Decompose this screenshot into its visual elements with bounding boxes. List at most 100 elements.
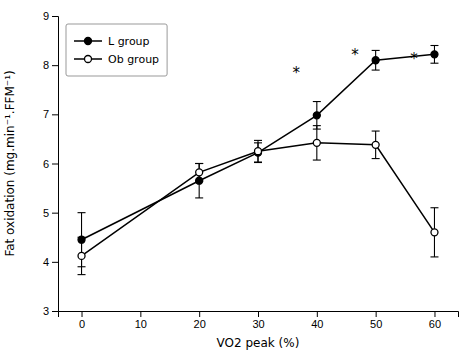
data-point	[255, 148, 262, 155]
x-axis-title: VO2 peak (%)	[217, 336, 300, 350]
error-bar	[430, 46, 438, 64]
x-tick: 20	[194, 311, 206, 330]
error-bar-cap	[313, 125, 321, 126]
legend-box	[66, 24, 167, 76]
y-tick-mark	[52, 65, 58, 66]
error-bar-cap	[372, 131, 380, 132]
error-bar-cap	[195, 163, 203, 164]
x-tick-label: 40	[311, 318, 323, 330]
data-point	[431, 229, 438, 236]
x-tick-label: 0	[79, 318, 85, 330]
error-bar-cap	[78, 237, 86, 238]
error-bar	[372, 50, 380, 70]
y-tick-mark	[52, 16, 58, 17]
y-tick-label: 4	[43, 256, 49, 268]
series	[78, 46, 439, 267]
error-bar-cap	[78, 212, 86, 213]
error-bar-cap	[195, 163, 203, 164]
legend-item: Ob group	[74, 53, 159, 66]
error-bar-cap	[195, 197, 203, 198]
data-point	[372, 141, 379, 148]
x-tick-label: 10	[135, 318, 147, 330]
x-tick-mark	[258, 311, 259, 317]
series-line	[82, 54, 435, 239]
data-point	[313, 139, 320, 146]
y-tick-mark	[52, 213, 58, 214]
annotation: *	[410, 50, 418, 68]
error-bar-cap	[430, 45, 438, 46]
y-axis-title: Fat oxidation (mg.min⁻¹.FFM⁻¹)	[3, 70, 17, 256]
x-tick: 0	[79, 311, 85, 330]
x-tick-mark	[317, 311, 318, 317]
error-bar	[195, 164, 203, 182]
legend-label: Ob group	[108, 53, 159, 66]
error-bar-cap	[372, 158, 380, 159]
error-bar-cap	[430, 63, 438, 64]
y-tick: 3	[43, 305, 58, 317]
error-bar-cap	[430, 256, 438, 257]
legend-label: L group	[108, 35, 150, 48]
y-tick-mark	[52, 164, 58, 165]
data-point	[431, 51, 438, 58]
marks	[78, 46, 439, 275]
y-tick: 9	[43, 10, 58, 22]
x-tick-mark	[140, 311, 141, 317]
x-tick-label: 20	[194, 318, 206, 330]
error-bar-cap	[254, 161, 262, 162]
error-bar-cap	[372, 70, 380, 71]
error-bar-cap	[372, 50, 380, 51]
y-tick: 5	[43, 207, 58, 219]
error-bar-cap	[313, 101, 321, 102]
y-axis: 3 4 5 6 7 8 9	[43, 10, 59, 317]
x-tick: 50	[370, 311, 382, 330]
x-axis: 0 10 20 30 40 50 60	[59, 311, 459, 330]
x-tick-label: 50	[370, 318, 382, 330]
chart: 0 10 20 30 40 50 60 3 4 5 6 7 8 9 * * * L group Ob group VO…	[0, 0, 474, 357]
x-tick: 40	[311, 311, 323, 330]
y-tick: 7	[43, 108, 58, 120]
error-bar	[430, 208, 438, 257]
x-tick: 10	[135, 311, 147, 330]
x-tick: 60	[429, 311, 441, 330]
error-bar	[78, 237, 86, 274]
x-tick-mark	[376, 311, 377, 317]
data-point	[78, 252, 85, 259]
y-tick-label: 9	[43, 10, 49, 22]
y-tick-label: 7	[43, 108, 49, 120]
error-bar	[254, 140, 262, 162]
legend-item: L group	[74, 35, 150, 48]
error-bar-cap	[430, 207, 438, 208]
data-point	[313, 112, 320, 119]
legend-marker	[85, 38, 92, 45]
x-axis-line	[59, 312, 459, 318]
annotation: *	[351, 46, 359, 64]
y-tick-label: 6	[43, 158, 49, 170]
y-tick-label: 3	[43, 305, 49, 317]
y-tick-mark	[52, 114, 58, 115]
y-axis-line	[52, 17, 59, 312]
error-bar-cap	[254, 140, 262, 141]
error-bar	[372, 131, 380, 159]
x-tick-mark	[199, 311, 200, 317]
error-bar-cap	[195, 181, 203, 182]
error-bar-cap	[254, 162, 262, 163]
annotation: *	[292, 64, 300, 82]
annotations: * * *	[292, 46, 418, 82]
error-bar	[313, 102, 321, 130]
x-tick-mark	[82, 311, 83, 317]
x-tick-label: 60	[429, 318, 441, 330]
x-tick-label: 30	[252, 318, 264, 330]
y-tick-label: 5	[43, 207, 49, 219]
error-bar-cap	[313, 160, 321, 161]
data-point	[372, 57, 379, 64]
plot: 0 10 20 30 40 50 60 3 4 5 6 7 8 9 * * * L group Ob group	[43, 10, 459, 330]
legend: L group Ob group	[66, 24, 167, 76]
x-tick: 30	[252, 311, 264, 330]
y-tick: 6	[43, 158, 58, 170]
error-bar	[313, 126, 321, 160]
error-bar	[195, 164, 203, 198]
x-tick-mark	[434, 311, 435, 317]
y-tick: 8	[43, 59, 58, 71]
error-bar-cap	[78, 274, 86, 275]
y-tick-mark	[52, 311, 58, 312]
